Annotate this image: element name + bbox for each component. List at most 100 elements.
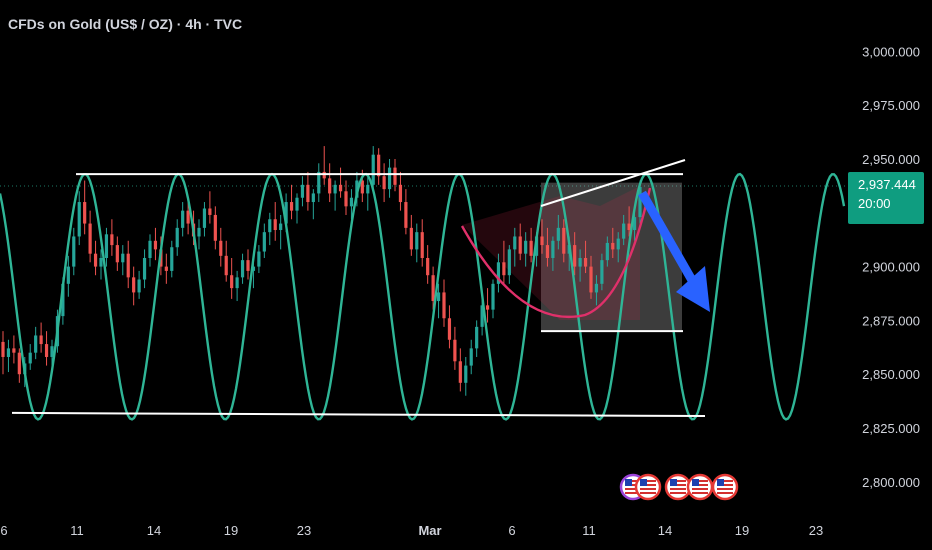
time-axis: 6 11 14 19 23 Mar 6 11 14 19 23 — [0, 523, 823, 538]
candle-body — [393, 167, 397, 185]
y-tick-label: 2,800.000 — [862, 475, 920, 490]
bearish-zone — [462, 186, 640, 320]
arrow-shaft — [638, 190, 697, 285]
candle-body — [600, 260, 604, 284]
bearish-arrow — [638, 190, 710, 312]
candle-body — [583, 257, 588, 267]
x-tick-label: 14 — [147, 523, 161, 538]
cycle-wave-line — [0, 172, 846, 421]
rounding-curve — [460, 187, 652, 319]
candle-body — [616, 238, 620, 250]
bar-countdown: 20:00 — [858, 196, 891, 211]
y-tick-label: 2,850.000 — [862, 367, 920, 382]
x-tick-label: 19 — [735, 523, 749, 538]
candle-body — [398, 184, 403, 203]
candle-body — [387, 167, 392, 190]
candle-body — [50, 346, 54, 357]
candle-body — [137, 279, 141, 293]
y-tick-label: 2,950.000 — [862, 152, 920, 167]
candle-body — [99, 257, 103, 267]
candle-body — [28, 352, 32, 364]
candle-body — [213, 214, 217, 241]
last-price-value: 2,937.444 — [858, 177, 916, 192]
candle-body — [469, 348, 473, 366]
candle-body — [273, 219, 277, 231]
economic-events[interactable] — [619, 473, 739, 501]
candle-body — [202, 208, 207, 228]
event-flag-icon[interactable] — [664, 473, 692, 501]
candle-body — [611, 242, 615, 250]
candle-body — [453, 339, 457, 362]
candle-body — [170, 247, 174, 271]
event-flag-icon[interactable] — [711, 473, 739, 501]
candle-body — [186, 210, 190, 224]
candle-body — [589, 266, 593, 293]
price-axis: 3,000.000 2,975.000 2,950.000 2,900.000 2,87… — [862, 44, 920, 489]
candle-body — [66, 266, 70, 284]
candle-body — [61, 283, 65, 317]
candle-body — [328, 178, 332, 194]
candle-body — [529, 240, 533, 256]
last-price-tag: 2,937.444 20:00 — [848, 172, 924, 224]
candle-body — [93, 253, 98, 267]
candle-body — [12, 348, 16, 353]
event-flag-icon[interactable] — [634, 473, 662, 501]
event-flag-icon[interactable] — [686, 473, 714, 501]
candle-body — [518, 236, 522, 254]
candle-body — [382, 176, 386, 190]
x-tick-label: 23 — [297, 523, 311, 538]
candle-body — [295, 197, 299, 211]
channel-bottom-line — [11, 411, 706, 417]
chart-title: CFDs on Gold (US$ / OZ) · 4h · TVC — [8, 16, 243, 32]
candle-body — [132, 277, 136, 293]
candle-body — [605, 242, 609, 261]
candle-body — [573, 245, 577, 267]
candle-body — [333, 184, 337, 194]
candle-body — [230, 275, 234, 289]
candle-body — [164, 266, 168, 271]
candle-body — [306, 184, 310, 203]
candle-body — [442, 292, 446, 319]
x-tick-label: 23 — [809, 523, 823, 538]
candle-body — [349, 197, 354, 207]
candle-body — [540, 236, 544, 246]
candle-body — [224, 255, 228, 276]
candle-body — [431, 275, 435, 302]
candle-body — [311, 193, 315, 203]
candle-body — [491, 283, 495, 310]
candle-body — [219, 240, 223, 256]
candle-body — [39, 335, 43, 345]
candle-body — [197, 227, 201, 237]
candle-body — [485, 305, 490, 310]
candle-body — [578, 257, 582, 267]
candle-body — [251, 266, 256, 271]
x-tick-label: Mar — [418, 523, 441, 538]
x-tick-label: 6 — [508, 523, 515, 538]
candle-body — [404, 202, 408, 228]
candles — [1, 146, 642, 396]
x-tick-label: 6 — [0, 523, 7, 538]
y-tick-label: 2,825.000 — [862, 421, 920, 436]
cycle-wave — [0, 172, 846, 421]
candle-body — [420, 232, 424, 258]
candle-body — [366, 184, 370, 194]
y-tick-label: 2,975.000 — [862, 98, 920, 113]
candle-body — [360, 180, 364, 194]
candle-body — [545, 245, 550, 258]
candle-body — [77, 202, 81, 237]
candle-body — [464, 365, 468, 383]
candle-body — [627, 223, 631, 231]
candle-body — [72, 236, 76, 267]
candle-body — [556, 227, 560, 241]
candle-body — [175, 227, 179, 248]
candle-body — [88, 223, 92, 254]
candle-body — [502, 262, 506, 276]
candle-body — [6, 348, 11, 357]
y-tick-label: 2,900.000 — [862, 260, 920, 275]
rising-trendline — [540, 159, 686, 207]
candle-body — [289, 202, 294, 211]
candle-body — [17, 352, 21, 375]
candle-body — [415, 232, 419, 250]
candle-body — [622, 223, 626, 239]
